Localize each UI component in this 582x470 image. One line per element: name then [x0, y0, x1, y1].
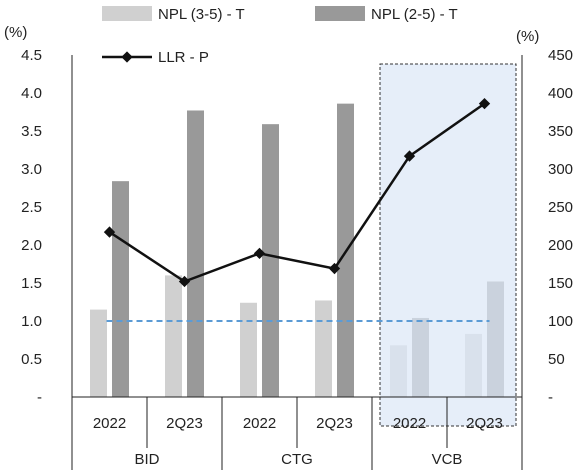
- group-label-ctg: CTG: [281, 451, 313, 468]
- y-left-tick-label: 2.5: [21, 199, 42, 216]
- y-left-unit: (%): [4, 24, 27, 41]
- llr-point-ctg-2q23: [328, 262, 341, 275]
- legend-label-npl-3-5: NPL (3-5) - T: [158, 6, 245, 23]
- legend-swatch-npl-2-5: [315, 6, 365, 21]
- y-left-tick-label: 4.0: [21, 85, 42, 102]
- llr-line: [108, 102, 486, 283]
- y-right-tick-label: 450: [548, 47, 573, 64]
- y-left-tick-label: -: [37, 389, 42, 406]
- legend-label-npl-2-5: NPL (2-5) - T: [371, 6, 458, 23]
- bar-npl-3-5-ctg-2q23: [315, 300, 332, 397]
- bar-npl-2-5-bid-2022: [112, 181, 129, 397]
- group-label-bid: BID: [134, 451, 159, 468]
- group-label-vcb: VCB: [432, 451, 463, 468]
- y-right-tick-label: 150: [548, 275, 573, 292]
- llr-point-bid-2q23: [178, 275, 191, 288]
- y-left-tick-label: 0.5: [21, 351, 42, 368]
- y-right-tick-label: 200: [548, 237, 573, 254]
- bar-npl-3-5-bid-2022: [90, 309, 107, 397]
- y-right-tick-label: 50: [548, 351, 565, 368]
- y-left-tick-label: 4.5: [21, 47, 42, 64]
- period-label: 2Q23: [466, 415, 503, 432]
- legend-label-llr: LLR - P: [158, 49, 209, 66]
- bar-npl-3-5-ctg-2022: [240, 302, 257, 397]
- y-right-tick-label: 300: [548, 161, 573, 178]
- legend-swatch-llr-marker: [121, 51, 133, 63]
- bar-npl-2-5-ctg-2022: [262, 124, 279, 397]
- period-label: 2Q23: [166, 415, 203, 432]
- legend-swatch-npl-3-5: [102, 6, 152, 21]
- period-label: 2022: [243, 415, 276, 432]
- bar-npl-3-5-bid-2q23: [165, 275, 182, 397]
- llr-point-ctg-2022: [253, 247, 266, 260]
- y-right-tick-label: 250: [548, 199, 573, 216]
- y-right-unit: (%): [516, 28, 539, 45]
- y-left-tick-label: 1.5: [21, 275, 42, 292]
- highlight-box-vcb: [379, 63, 517, 427]
- y-right-tick-label: 400: [548, 85, 573, 102]
- period-label: 2Q23: [316, 415, 353, 432]
- y-right-tick-label: 100: [548, 313, 573, 330]
- y-left-tick-label: 3.5: [21, 123, 42, 140]
- period-label: 2022: [393, 415, 426, 432]
- bar-npl-2-5-bid-2q23: [187, 110, 204, 397]
- y-left-tick-label: 2.0: [21, 237, 42, 254]
- y-left-tick-label: 3.0: [21, 161, 42, 178]
- y-right-tick-label: 350: [548, 123, 573, 140]
- y-left-tick-label: 1.0: [21, 313, 42, 330]
- llr-point-vcb-2022: [403, 150, 416, 162]
- y-right-tick-label: -: [548, 389, 553, 406]
- period-label: 2022: [93, 415, 126, 432]
